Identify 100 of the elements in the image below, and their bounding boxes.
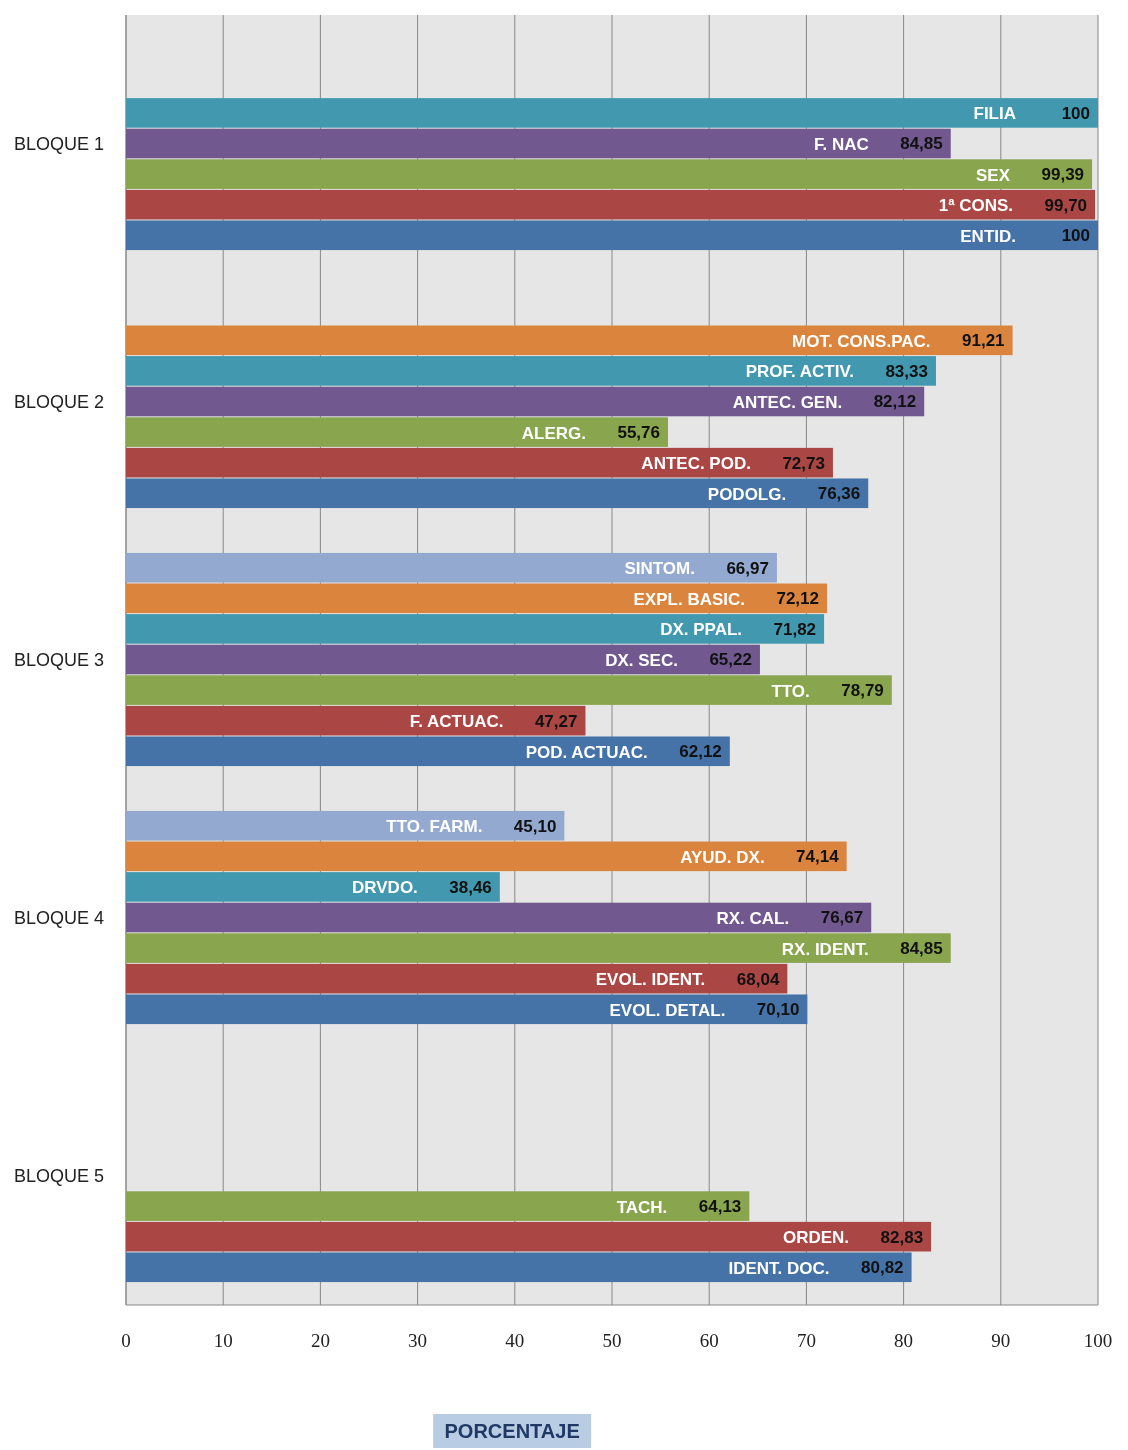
annotation: FILIA (973, 104, 1016, 124)
x-tick-label: 20 (310, 1330, 330, 1351)
bar (126, 1252, 912, 1283)
bar (126, 325, 1013, 356)
x-tick-label: 60 (699, 1330, 719, 1351)
annotation: ALERG. (521, 423, 586, 443)
annotation: SEX (976, 165, 1011, 185)
annotation: ENTID. (960, 226, 1016, 246)
bar (126, 994, 808, 1025)
data-label: 99,39 (1041, 165, 1085, 185)
data-label: 72,12 (776, 589, 820, 609)
annotation: PODOLG. (707, 484, 787, 504)
data-label: 80,82 (861, 1258, 904, 1278)
x-axis-title: PORCENTAJE (444, 1420, 580, 1442)
data-label: 45,10 (513, 816, 557, 836)
bar (126, 644, 760, 675)
data-label: 91,21 (962, 331, 1005, 351)
annotation: EVOL. IDENT. (595, 970, 706, 990)
bar (126, 1191, 750, 1221)
x-tick-label: 80 (894, 1330, 914, 1351)
bar (126, 159, 1093, 189)
annotation: 1ª CONS. (938, 196, 1014, 216)
bar (126, 872, 500, 902)
annotation: TACH. (616, 1197, 668, 1217)
annotation: PROF. ACTIV. (745, 362, 854, 382)
data-label: 76,36 (817, 484, 861, 504)
bar (126, 386, 925, 417)
annotation: SINTOM. (624, 559, 695, 579)
bar (126, 447, 833, 478)
x-tick-label: 70 (796, 1330, 816, 1351)
y-tick-label: BLOQUE 2 (13, 392, 104, 413)
data-label: 84,85 (900, 939, 943, 959)
data-label: 82,83 (880, 1227, 924, 1247)
annotation: F. NAC (813, 134, 869, 154)
annotation: AYUD. DX. (680, 847, 765, 867)
x-tick-label: 50 (602, 1330, 622, 1351)
annotation: TTO. FARM. (386, 817, 483, 837)
annotation: F. ACTUAC. (409, 712, 504, 732)
data-label: 100 (1061, 226, 1090, 246)
annotation: EVOL. DETAL. (609, 1000, 726, 1020)
x-tick-label: 0 (121, 1330, 131, 1351)
data-label: 47,27 (534, 711, 578, 731)
data-label: 78,79 (841, 681, 884, 701)
annotation: DRVDO. (352, 878, 418, 898)
bar (126, 478, 869, 509)
bar (126, 810, 565, 841)
y-tick-label: BLOQUE 1 (13, 134, 104, 155)
annotation: MOT. CONS.PAC. (792, 331, 931, 351)
annotation: ORDEN. (782, 1228, 850, 1248)
bar (126, 583, 828, 614)
x-tick-label: 40 (505, 1330, 525, 1351)
bar (126, 736, 730, 767)
x-tick-label: 10 (213, 1330, 233, 1351)
annotation: DX. PPAL. (660, 620, 743, 640)
x-tick-label: 30 (408, 1330, 428, 1351)
data-label: 65,22 (709, 650, 752, 670)
data-label: 68,04 (736, 969, 780, 989)
bar (126, 1221, 932, 1252)
annotation: RX. CAL. (716, 908, 790, 928)
data-label: 99,70 (1044, 195, 1088, 215)
data-label: 82,12 (873, 392, 917, 412)
bar (126, 705, 586, 736)
annotation: IDENT. DOC. (728, 1258, 830, 1278)
data-label: 70,10 (756, 1000, 800, 1020)
data-label: 71,82 (773, 619, 817, 639)
data-label: 74,14 (796, 847, 840, 867)
bar (126, 189, 1096, 220)
bar (126, 220, 1098, 251)
data-label: 64,13 (698, 1197, 742, 1217)
annotation: ANTEC. POD. (641, 454, 751, 474)
bar (126, 417, 668, 447)
y-tick-label: BLOQUE 3 (13, 650, 104, 671)
bar (126, 675, 892, 705)
data-label: 84,85 (900, 134, 943, 154)
data-label: 72,73 (782, 453, 825, 473)
annotation: DX. SEC. (605, 650, 678, 670)
y-tick-label: BLOQUE 4 (13, 908, 104, 929)
data-label: 62,12 (679, 742, 722, 762)
data-label: 38,46 (449, 877, 492, 897)
bar (126, 963, 788, 994)
annotation: ANTEC. GEN. (732, 392, 843, 412)
annotation: EXPL. BASIC. (633, 589, 746, 609)
bar (126, 356, 936, 386)
bar (126, 902, 872, 933)
bar (126, 128, 951, 159)
data-label: 100 (1061, 103, 1090, 123)
annotation: TTO. (771, 681, 810, 701)
data-label: 55,76 (617, 423, 660, 443)
annotation: POD. ACTUAC. (525, 742, 648, 762)
data-label: 83,33 (885, 361, 928, 381)
x-tick-label: 90 (991, 1330, 1011, 1351)
data-label: 66,97 (726, 558, 769, 578)
bar (126, 552, 777, 583)
x-tick-label: 100 (1083, 1330, 1113, 1351)
annotation: RX. IDENT. (781, 939, 869, 959)
data-label: 76,67 (820, 908, 864, 928)
y-tick-label: BLOQUE 5 (13, 1166, 104, 1187)
bar (126, 614, 825, 644)
bar (126, 98, 1098, 128)
bar (126, 933, 951, 963)
